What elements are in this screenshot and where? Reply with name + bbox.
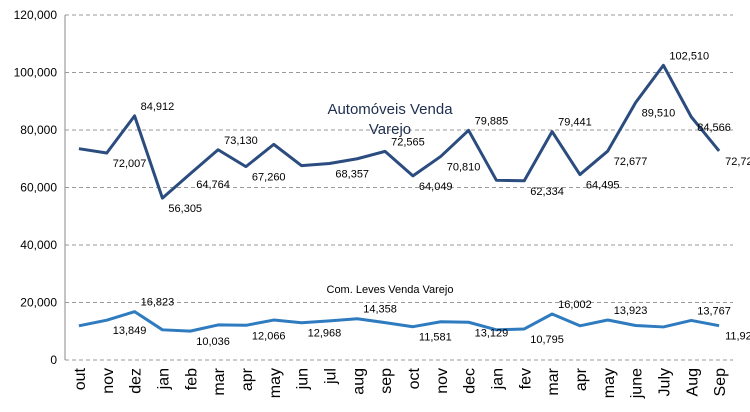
x-tick-label: oct xyxy=(406,367,423,389)
x-tick-label: aug xyxy=(350,368,367,395)
data-label: 13,767 xyxy=(697,305,731,317)
data-label: 64,495 xyxy=(586,180,620,192)
data-label: 13,923 xyxy=(614,305,648,317)
data-label: 64,049 xyxy=(419,181,453,193)
series-annotation: Automóveis Venda Varejo xyxy=(327,101,453,138)
x-tick-label: Sep xyxy=(712,368,729,397)
data-label: 10,795 xyxy=(530,334,564,346)
y-tick-label: 100,000 xyxy=(14,66,58,80)
y-tick-label: 20,000 xyxy=(20,296,57,310)
data-label: 67,260 xyxy=(252,172,286,184)
data-label: 84,566 xyxy=(697,122,731,134)
data-label: 11,928 xyxy=(725,331,750,343)
x-tick-label: fev xyxy=(517,368,534,389)
data-label: 70,810 xyxy=(447,161,481,173)
y-tick-label: 80,000 xyxy=(20,123,57,137)
y-tick-label: 60,000 xyxy=(20,181,57,195)
data-label: 12,066 xyxy=(252,330,286,342)
data-label: 64,764 xyxy=(196,179,230,191)
x-tick-label: may xyxy=(601,368,618,398)
y-tick-label: 0 xyxy=(50,353,57,367)
data-label: 12,968 xyxy=(308,328,342,340)
x-tick-label: jan xyxy=(489,368,506,390)
data-label: 13,849 xyxy=(113,325,147,337)
data-label: 102,510 xyxy=(669,50,709,62)
data-label: 79,885 xyxy=(475,115,509,127)
series-line xyxy=(78,310,720,333)
data-label: 72,677 xyxy=(614,156,648,168)
data-label: 68,357 xyxy=(335,168,369,180)
x-tick-label: mar xyxy=(545,367,562,395)
data-label: 72,565 xyxy=(391,136,425,148)
x-tick-label: out xyxy=(72,367,89,390)
y-tick-label: 40,000 xyxy=(20,238,57,252)
data-label: 16,823 xyxy=(141,297,175,309)
x-tick-label: Aug xyxy=(684,368,701,396)
x-tick-label: jan xyxy=(155,368,172,390)
data-label: 13,129 xyxy=(475,327,509,339)
data-label: 84,912 xyxy=(141,101,175,113)
series-line xyxy=(78,63,721,200)
x-tick-label: mar xyxy=(211,367,228,395)
data-label: 56,305 xyxy=(168,203,202,215)
x-tick-label: may xyxy=(267,368,284,398)
x-tick-label: jul xyxy=(322,368,339,385)
series-name: Com. Leves Venda Varejo xyxy=(327,284,454,296)
data-label: 72,724 xyxy=(725,156,750,168)
data-label: 14,358 xyxy=(363,304,397,316)
x-tick-label: feb xyxy=(183,368,200,390)
series-name: Automóveis Venda Varejo xyxy=(327,101,453,138)
data-label: 16,002 xyxy=(558,299,592,311)
x-tick-label: dez xyxy=(128,368,145,394)
data-label: 72,007 xyxy=(113,158,147,170)
x-tick-label: dec xyxy=(462,368,479,394)
data-label: 62,334 xyxy=(530,186,564,198)
data-label: 11,581 xyxy=(419,332,452,344)
data-label: 10,036 xyxy=(196,336,230,348)
x-tick-label: sep xyxy=(378,368,395,394)
data-label: 89,510 xyxy=(642,108,676,120)
x-tick-label: jun xyxy=(295,368,312,390)
x-tick-label: apr xyxy=(573,367,590,391)
data-label: 73,130 xyxy=(224,135,258,147)
x-tick-label: nov xyxy=(434,368,451,394)
y-tick-label: 120,000 xyxy=(14,8,58,22)
x-tick-label: apr xyxy=(239,367,256,391)
data-label: 79,441 xyxy=(558,117,592,129)
x-tick-label: July xyxy=(656,368,673,396)
x-tick-label: june xyxy=(629,368,646,399)
x-tick-label: nov xyxy=(100,368,117,394)
